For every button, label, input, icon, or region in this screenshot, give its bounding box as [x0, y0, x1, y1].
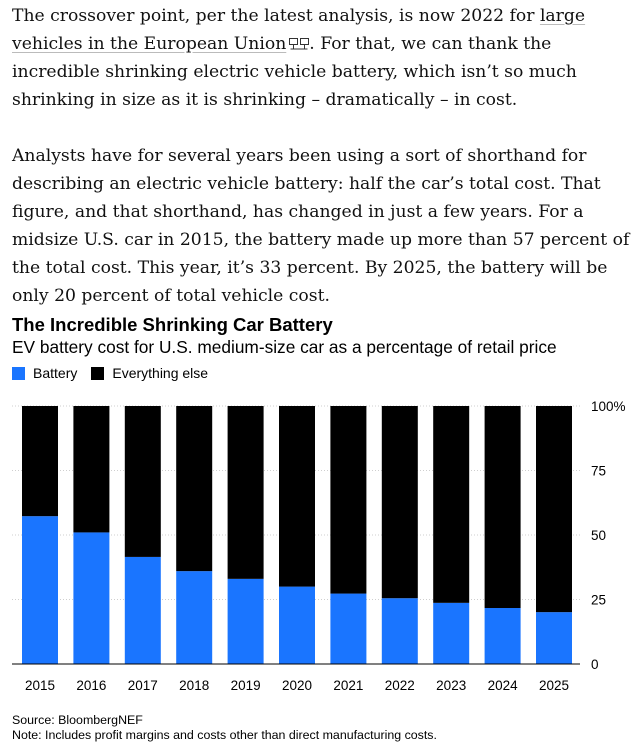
p1-text-start: The crossover point, per the latest anal… — [12, 6, 540, 26]
bar-battery-2020 — [279, 586, 315, 664]
bar-battery-2023 — [433, 602, 470, 664]
bar-battery-2015 — [22, 516, 58, 664]
legend-swatch-everything-else — [91, 366, 105, 380]
x-tick-label: 2024 — [488, 678, 519, 693]
bar-everything-else-2025 — [536, 406, 572, 613]
y-tick-label: 100% — [591, 399, 626, 414]
paragraph-2: Analysts have for several years been usi… — [12, 146, 630, 306]
eu-vehicles-link[interactable]: large vehicles in the European Union — [12, 6, 586, 54]
bar-battery-2018 — [176, 571, 213, 664]
bar-everything-else-2016 — [73, 406, 110, 533]
x-tick-label: 2020 — [282, 678, 312, 693]
bar-battery-2021 — [330, 593, 367, 664]
x-tick-label: 2021 — [333, 678, 363, 693]
bar-everything-else-2021 — [330, 406, 367, 594]
x-tick-label: 2023 — [436, 678, 466, 693]
x-tick-label: 2018 — [179, 678, 209, 693]
y-tick-label: 50 — [591, 528, 606, 543]
x-tick-label: 2025 — [539, 678, 569, 693]
bar-everything-else-2017 — [124, 406, 161, 557]
x-tick-label: 2017 — [128, 678, 158, 693]
bar-everything-else-2019 — [227, 406, 264, 579]
legend-swatch-battery — [12, 366, 25, 380]
chart-title: The Incredible Shrinking Car Battery — [12, 314, 333, 335]
bar-battery-2024 — [484, 608, 521, 664]
bar-everything-else-2018 — [176, 406, 213, 572]
note-line: Note: Includes profit margins and costs … — [12, 728, 437, 742]
bar-battery-2016 — [73, 532, 110, 664]
bar-everything-else-2022 — [381, 406, 418, 599]
bar-battery-2022 — [381, 598, 418, 664]
source-line: Source: BloombergNEF — [12, 713, 143, 727]
legend-label-battery: Battery — [33, 365, 78, 381]
legend-item-battery: Battery — [12, 365, 77, 381]
bar-everything-else-2023 — [433, 406, 470, 603]
legend-item-everything-else: Everything else — [91, 365, 208, 381]
chart-subtitle: EV battery cost for U.S. medium-size car… — [12, 337, 557, 357]
bar-battery-2025 — [536, 612, 572, 664]
bar-everything-else-2015 — [22, 406, 58, 517]
article-body: The crossover point, per the latest anal… — [12, 2, 634, 338]
chart-legend: Battery Everything else — [12, 365, 222, 381]
paragraph-1: The crossover point, per the latest anal… — [12, 2, 634, 114]
y-tick-label: 0 — [591, 657, 599, 672]
bar-everything-else-2020 — [279, 406, 315, 587]
legend-label-everything-else: Everything else — [112, 365, 209, 381]
external-link-icon — [289, 38, 310, 50]
x-tick-label: 2019 — [231, 678, 261, 693]
stacked-bar-chart: 100% 75 50 25 0 2015 2016 2017 2018 2019 2020 2021 2… — [12, 399, 626, 693]
chart-source: Source: BloombergNEF Note: Includes prof… — [12, 713, 437, 743]
y-tick-label: 25 — [591, 593, 606, 608]
x-tick-label: 2016 — [76, 678, 106, 693]
bar-everything-else-2024 — [484, 406, 521, 609]
bar-battery-2017 — [124, 556, 161, 664]
p1-text-end: . For that, we can thank the incredible … — [12, 34, 577, 110]
bar-battery-2019 — [227, 578, 264, 664]
x-tick-label: 2022 — [385, 678, 415, 693]
x-tick-label: 2015 — [25, 678, 55, 693]
y-tick-label: 75 — [591, 464, 606, 479]
